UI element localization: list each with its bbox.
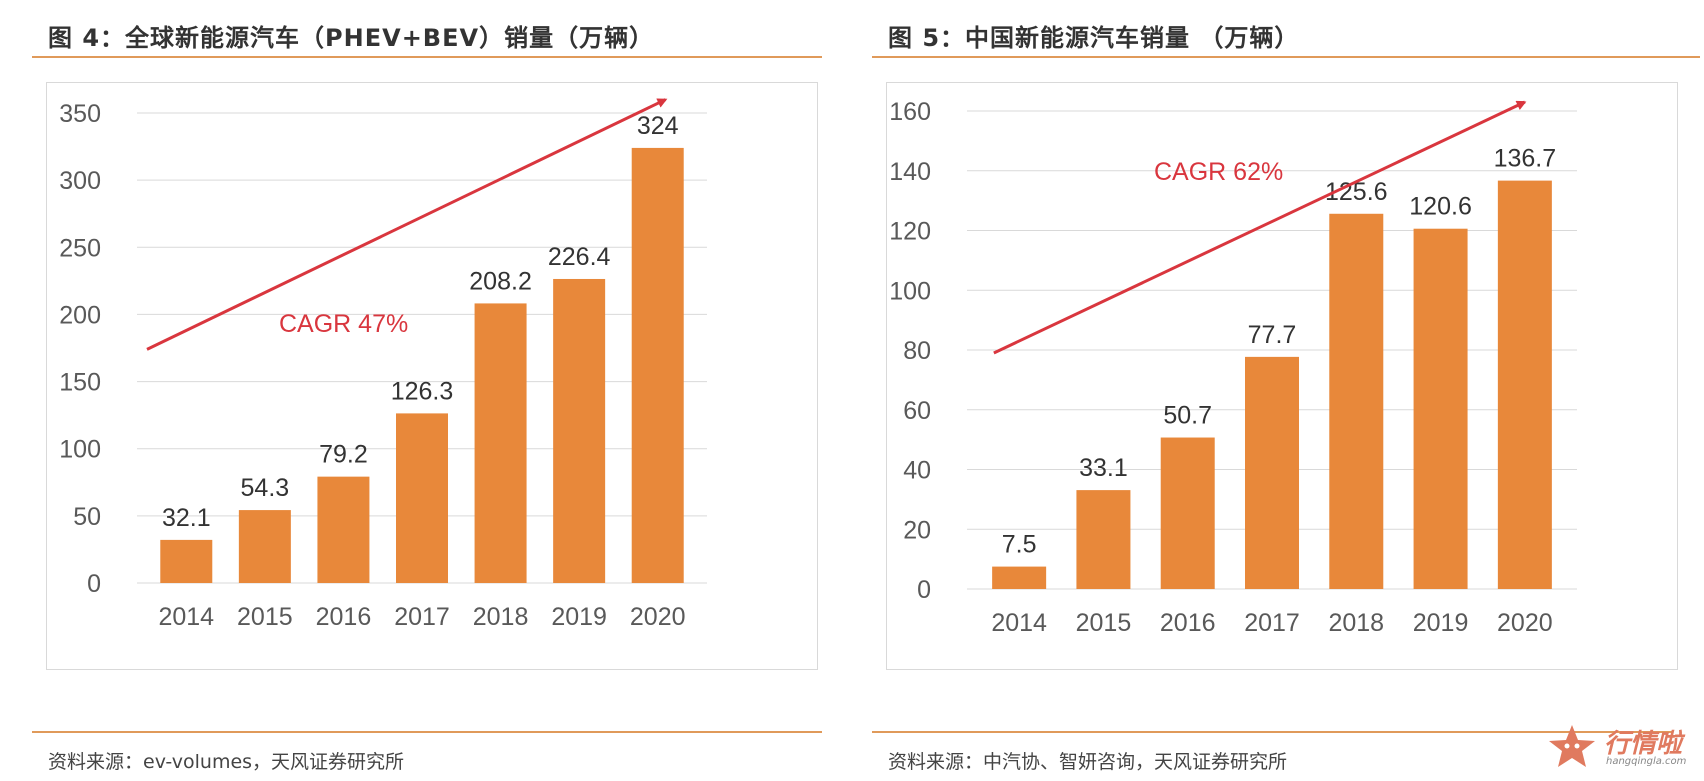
data-label: 324 [637, 112, 679, 140]
bar [160, 539, 213, 583]
figure-title: 图 5：中国新能源汽车销量 （万辆） [888, 24, 1300, 52]
x-tick-label: 2016 [316, 603, 372, 631]
x-tick-label: 2020 [1497, 609, 1553, 637]
bar [1160, 437, 1215, 589]
y-tick-label: 80 [903, 337, 931, 365]
x-tick-label: 2018 [1328, 609, 1384, 637]
data-label: 126.3 [391, 377, 454, 405]
figure-title: 图 4：全球新能源汽车（PHEV+BEV）销量（万辆） [48, 24, 655, 52]
bar [1329, 213, 1384, 589]
y-tick-label: 50 [73, 503, 101, 531]
cagr-arrow [146, 98, 668, 351]
data-label: 226.4 [548, 243, 611, 271]
figure-global-nev-sales: 图 4：全球新能源汽车（PHEV+BEV）销量（万辆） 0 50 100 150 200… [0, 0, 822, 781]
y-tick-label: 120 [889, 218, 931, 246]
y-tick-label: 0 [917, 576, 931, 604]
y-tick-label: 300 [59, 167, 101, 195]
bar [396, 413, 448, 583]
y-tick-label: 150 [59, 369, 101, 397]
data-label: 7.5 [1002, 531, 1037, 559]
cagr-arrow [993, 100, 1527, 355]
global-sales-bar-chart: 0 50 100 150 200 250 300 350 32.1 2014 54.3 2015 79.… [59, 98, 707, 631]
y-tick-label: 40 [903, 457, 931, 485]
bar [992, 566, 1047, 589]
data-label: 77.7 [1248, 321, 1297, 349]
watermark-text: 行情啦 [1604, 729, 1683, 759]
y-tick-label: 250 [59, 234, 101, 262]
bar [1076, 490, 1131, 589]
y-tick-label: 200 [59, 301, 101, 329]
y-tick-label: 140 [889, 158, 931, 186]
data-label: 79.2 [319, 441, 368, 469]
bar [317, 476, 370, 583]
data-label: 54.3 [241, 474, 290, 502]
x-tick-label: 2015 [237, 603, 293, 631]
source-rule [32, 731, 822, 733]
y-tick-label: 100 [889, 277, 931, 305]
x-tick-label: 2019 [551, 603, 607, 631]
y-tick-label: 160 [889, 98, 931, 126]
chart-frame: 0 20 40 60 80 100 120 140 160 7.5 2014 33.1 2015 50.7… [886, 82, 1678, 670]
y-tick-label: 350 [59, 100, 101, 128]
source-note: 资料来源：ev-volumes，天风证券研究所 [48, 751, 405, 773]
bar [1413, 228, 1468, 589]
y-tick-label: 60 [903, 397, 931, 425]
data-label: 120.6 [1409, 193, 1472, 221]
y-tick-label: 100 [59, 436, 101, 464]
cagr-label: CAGR 62% [1154, 158, 1283, 186]
title-rule [32, 56, 822, 58]
china-sales-bar-chart: 0 20 40 60 80 100 120 140 160 7.5 2014 33.1 2015 50.7… [889, 98, 1577, 637]
x-tick-label: 2015 [1076, 609, 1132, 637]
x-tick-label: 2014 [991, 609, 1047, 637]
data-label: 33.1 [1079, 454, 1128, 482]
x-tick-label: 2018 [473, 603, 529, 631]
bar [238, 510, 291, 583]
y-tick-label: 20 [903, 516, 931, 544]
x-tick-label: 2020 [630, 603, 686, 631]
x-tick-label: 2017 [1244, 609, 1300, 637]
x-tick-label: 2017 [394, 603, 450, 631]
x-tick-label: 2014 [158, 603, 214, 631]
bar [1245, 356, 1299, 589]
watermark-logo: 行情啦 hangqingla.com [1546, 723, 1696, 771]
figure-china-nev-sales: 图 5：中国新能源汽车销量 （万辆） 0 20 40 60 80 100 120 140 160… [868, 0, 1704, 781]
star-logo-icon [1549, 725, 1595, 767]
x-tick-label: 2016 [1160, 609, 1216, 637]
data-label: 32.1 [162, 504, 211, 532]
bar [631, 147, 684, 583]
bar [553, 278, 606, 583]
title-rule [872, 56, 1700, 58]
data-label: 208.2 [469, 267, 532, 295]
data-label: 136.7 [1494, 145, 1557, 173]
source-note: 资料来源：中汽协、智妍咨询，天风证券研究所 [888, 751, 1288, 773]
chart-frame: 0 50 100 150 200 250 300 350 32.1 2014 54.3 2015 79.… [46, 82, 818, 670]
data-label: 50.7 [1163, 402, 1212, 430]
bar [1497, 180, 1552, 589]
cagr-label: CAGR 47% [279, 310, 408, 338]
watermark-url: hangqingla.com [1606, 756, 1687, 767]
y-tick-label: 0 [87, 570, 101, 598]
source-rule [872, 731, 1672, 733]
bar [474, 303, 527, 583]
x-tick-label: 2019 [1413, 609, 1469, 637]
